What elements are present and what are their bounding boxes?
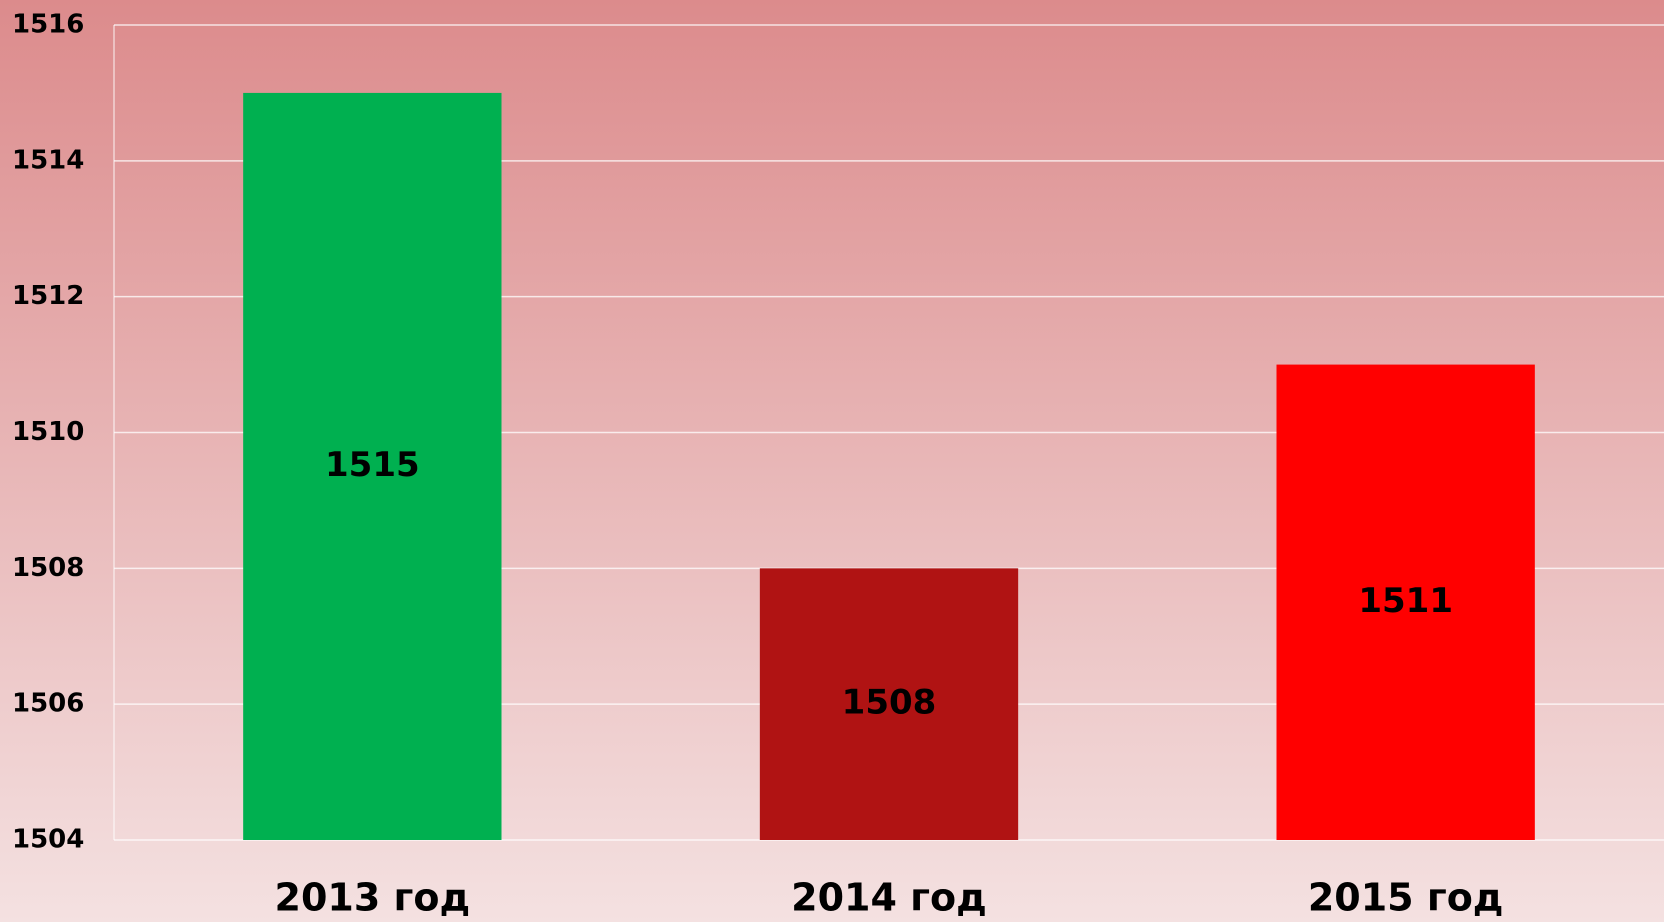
value-label: 1511 bbox=[1358, 581, 1453, 621]
value-label: 1508 bbox=[842, 683, 937, 723]
y-tick-label: 1504 bbox=[12, 825, 84, 855]
bar bbox=[243, 92, 502, 840]
x-tick-label: 2013 год bbox=[275, 876, 471, 920]
bar bbox=[1276, 364, 1535, 840]
x-tick-label: 2014 год bbox=[791, 876, 987, 920]
value-label: 1515 bbox=[325, 445, 420, 485]
y-tick-label: 1506 bbox=[12, 689, 84, 719]
y-tick-label: 1514 bbox=[12, 145, 84, 175]
y-tick-label: 1516 bbox=[12, 10, 84, 40]
y-tick-label: 1510 bbox=[12, 417, 84, 447]
y-tick-label: 1512 bbox=[12, 281, 84, 311]
y-tick-label: 1508 bbox=[12, 553, 84, 583]
bar bbox=[759, 568, 1019, 840]
x-tick-label: 2015 год bbox=[1308, 876, 1504, 920]
